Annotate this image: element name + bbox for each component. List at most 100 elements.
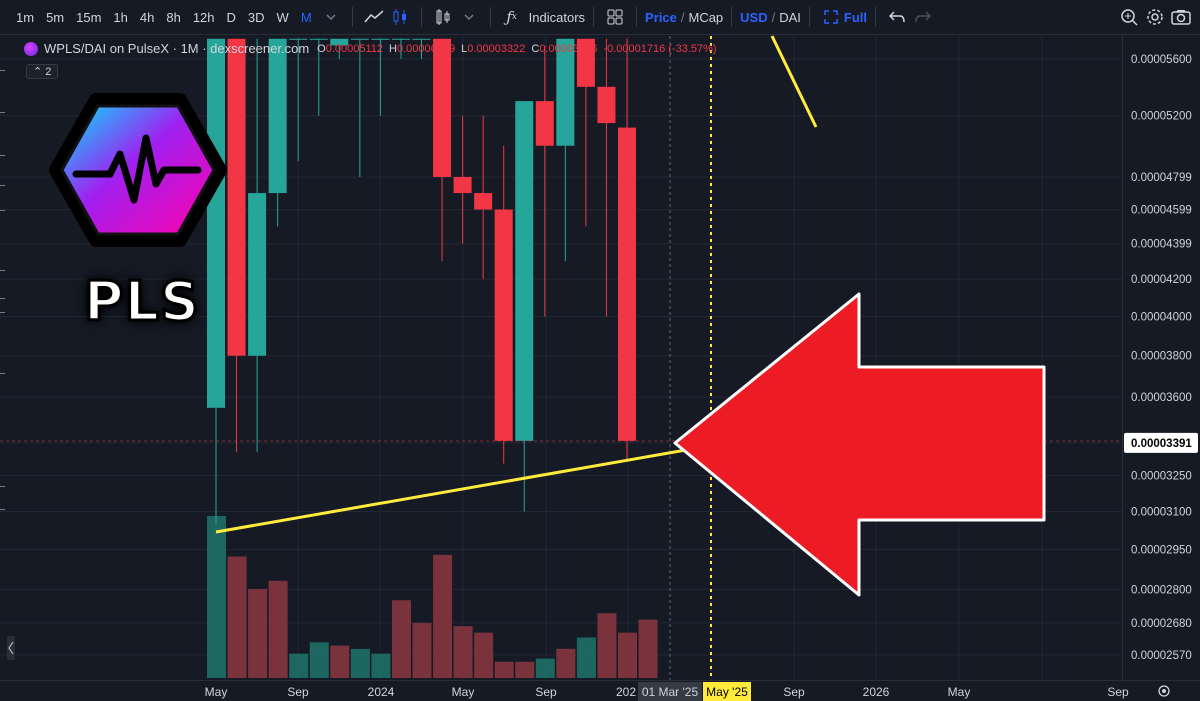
price-tick-label: 0.00004200 [1131,274,1192,286]
price-tick-label: 0.00003600 [1131,392,1192,404]
volume-bar [556,648,576,678]
close-label: C [531,42,540,55]
divider [808,7,810,27]
open-label: O [317,42,326,55]
time-axis[interactable]: May Sep 2024 May Sep 202 01 Mar '25 May '25 Sep 2… [205,682,1129,701]
timeframe-D[interactable]: D [226,9,236,25]
price-tick-label: 0.00002680 [1131,618,1192,630]
indicator-count-badge[interactable]: ⌃ 2 [26,64,59,79]
divider [489,7,491,27]
time-tick-label: May [948,685,971,699]
undo-icon[interactable] [884,4,910,30]
candle-body [268,38,287,194]
chevron-down-icon[interactable] [456,4,482,30]
full-button[interactable]: Full [843,9,868,25]
price-toggle[interactable]: Price [645,9,677,25]
zoom-icon[interactable] [1116,4,1142,30]
low-value: 0.00003322 [467,42,526,55]
divider [593,7,595,27]
slash: / [771,9,776,25]
time-tick-label: Sep [1107,685,1129,699]
layout-grid-icon[interactable] [602,4,628,30]
volume-bar [494,661,514,678]
candle-body [350,38,369,40]
trendline-upper [770,35,818,128]
price-axis[interactable]: 0.00005600 0.00005200 0.00004799 0.00004599… [1124,54,1198,662]
collapse-handle[interactable] [7,636,15,660]
trendline-lower [215,448,687,534]
candle-body [597,86,616,124]
price-tick-label: 0.00005600 [1131,54,1192,66]
timeframe-12h[interactable]: 12h [192,9,215,25]
timeframe-15m[interactable]: 15m [76,9,102,25]
chevron-down-icon[interactable] [318,4,344,30]
chart-legend: WPLS/DAI on PulseX · 1M · dexscreener.co… [24,41,723,56]
indicator-count: 2 [45,66,52,78]
logo-text: PLS [83,269,201,335]
volume-bars [207,516,658,678]
usd-toggle[interactable]: USD [740,9,768,25]
time-axis-settings-icon[interactable] [1158,685,1170,697]
timeframe-3D[interactable]: 3D [247,9,265,25]
divider [875,7,877,27]
camera-icon[interactable] [1168,4,1194,30]
volume-bar [535,658,555,678]
volume-bar [618,632,637,678]
candle-body [309,38,328,40]
indicators-button[interactable]: Indicators [528,9,586,25]
chevron-up-icon: ⌃ [33,66,46,78]
marker-date-badge [703,682,751,701]
candle-body [371,38,390,40]
high-value: 0.00006529 [396,42,456,55]
timeframe-W[interactable]: W [276,9,289,25]
low-label: L [461,42,468,55]
volume-bar [474,632,494,678]
timeframe-4h[interactable]: 4h [139,9,155,25]
timeframe-M[interactable]: M [300,9,312,25]
redo-icon[interactable] [910,4,936,30]
dai-toggle[interactable]: DAI [779,9,801,25]
candle-body [453,176,472,194]
candle-body [433,38,452,177]
candle-body [515,101,534,441]
pair-title: WPLS/DAI on PulseX · 1M · dexscreener.co… [44,41,310,56]
candle-body [391,38,410,40]
timeframe-1h[interactable]: 1h [113,9,128,25]
candle-body [576,38,595,87]
timeframe-1m[interactable]: 1m [16,9,35,25]
price-tick-label: 0.00002570 [1131,650,1192,662]
price-tick-label: 0.00004399 [1131,239,1192,251]
candle-body [207,38,225,408]
timeframe-8h[interactable]: 8h [166,9,181,25]
volume-bar [268,580,288,678]
divider [731,7,733,27]
pair-logo-icon [24,41,38,56]
candle-body [289,38,308,40]
price-axis-border [1122,35,1123,680]
bar-chart-icon[interactable] [430,4,456,30]
fullscreen-icon[interactable] [818,4,844,30]
settings-gear-icon[interactable] [1142,4,1168,30]
price-tick-label: 0.00003250 [1131,470,1192,482]
volume-bar [453,626,473,678]
volume-bar [227,556,247,678]
volume-bar [248,588,268,678]
candle-body [412,38,431,40]
mcap-toggle[interactable]: MCap [688,9,724,25]
candle-body [474,193,493,210]
candles-icon[interactable] [387,4,413,30]
volume-bar [207,516,226,678]
volume-bar [391,600,411,678]
volume-bar [330,645,350,678]
time-axis-border [0,680,1200,681]
line-chart-icon[interactable] [361,4,387,30]
candle-body [618,127,636,441]
time-tick-label: May [205,685,228,699]
price-tick-label: 0.00003800 [1131,351,1192,363]
close-value: 0.00003396 [539,42,598,55]
price-tick-label: 0.00003391 [1131,438,1192,450]
timeframe-5m[interactable]: 5m [46,9,65,25]
